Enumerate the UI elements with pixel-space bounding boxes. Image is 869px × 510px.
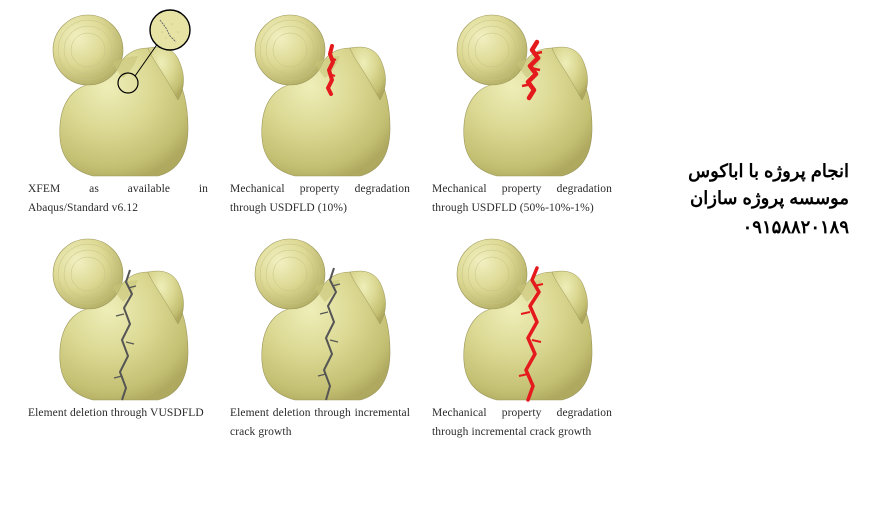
caption-3: Mechanical property degradation through … — [432, 180, 612, 218]
bone-image-1 — [38, 8, 198, 178]
bone-image-6 — [442, 232, 602, 402]
caption-6: Mechanical property degradation through … — [432, 404, 612, 442]
cell-1: XFEM as available in Abaqus/Standard v6.… — [28, 8, 208, 218]
cell-2: Mechanical property degradation through … — [230, 8, 410, 218]
cell-4: Element deletion through VUSDFLD — [28, 232, 208, 442]
bone-image-3 — [442, 8, 602, 178]
side-line-2: موسسه پروژه سازان — [688, 185, 849, 212]
cell-6: Mechanical property degradation through … — [432, 232, 612, 442]
bone-image-2 — [240, 8, 400, 178]
side-line-1: انجام پروژه با اباکوس — [688, 158, 849, 185]
bone-image-5 — [240, 232, 400, 402]
caption-5: Element deletion through incremental cra… — [230, 404, 410, 442]
side-phone: ۰۹۱۵۸۸۲۰۱۸۹ — [688, 214, 849, 241]
side-persian-text: انجام پروژه با اباکوس موسسه پروژه سازان … — [688, 158, 849, 241]
caption-2: Mechanical property degradation through … — [230, 180, 410, 218]
caption-1: XFEM as available in Abaqus/Standard v6.… — [28, 180, 208, 218]
caption-4: Element deletion through VUSDFLD — [28, 404, 208, 423]
cell-3: Mechanical property degradation through … — [432, 8, 612, 218]
cell-5: Element deletion through incremental cra… — [230, 232, 410, 442]
bone-image-4 — [38, 232, 198, 402]
